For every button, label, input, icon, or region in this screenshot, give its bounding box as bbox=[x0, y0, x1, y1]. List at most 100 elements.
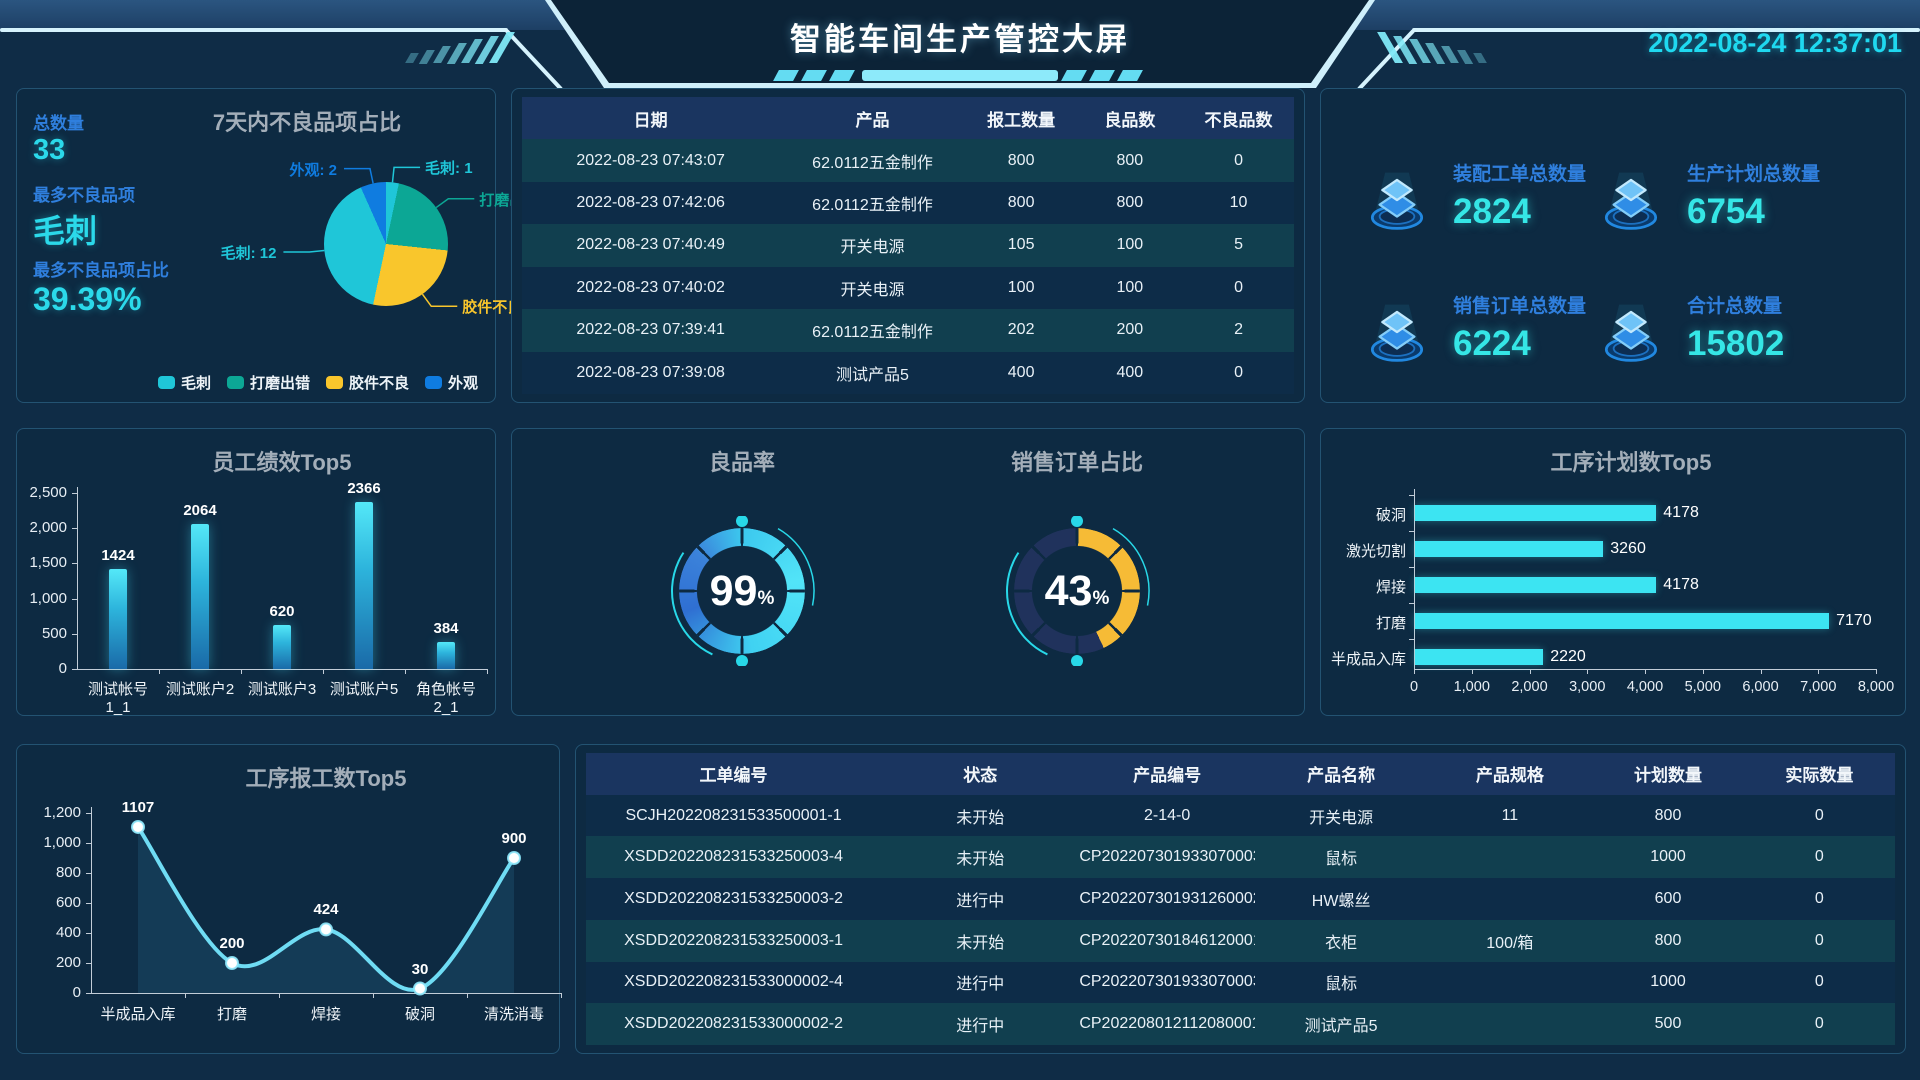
bar-value-label: 7170 bbox=[1836, 612, 1872, 629]
y-tick-mark bbox=[86, 873, 91, 874]
stat-cards: 装配工单总数量 2824 生产计划总数量 6754 销售订单总数量 6224 合计总数… bbox=[1321, 89, 1905, 402]
x-tick-label: 7,000 bbox=[1800, 679, 1837, 695]
x-tick-mark bbox=[185, 993, 186, 998]
pie-slice-label: 毛刺: 1 bbox=[425, 160, 473, 178]
defect-top-item-block: 最多不良品项 毛刺 bbox=[33, 181, 135, 252]
stat-card: 装配工单总数量 2824 bbox=[1365, 159, 1586, 238]
stripe bbox=[1441, 46, 1459, 63]
table-cell: 100/箱 bbox=[1486, 934, 1534, 952]
y-category-label: 激光切割 bbox=[1345, 543, 1406, 560]
process-report-line-chart: 0 200 400 600 800 1,000 1,200 1107 半成品入库 200 打磨 424… bbox=[17, 745, 562, 1053]
x-tick-mark bbox=[159, 669, 160, 674]
y-tick-mark bbox=[1409, 639, 1414, 640]
table-cell: CP202208012112080001 bbox=[1079, 1015, 1255, 1033]
table-cell: 5 bbox=[1234, 236, 1243, 254]
legend-item: 外观 bbox=[425, 372, 478, 393]
defect-pie-legend: 毛刺 打磨出错 胶件不良 外观 bbox=[147, 372, 489, 393]
table-header-cell: 实际数量 bbox=[1785, 766, 1854, 786]
table-cell: 2-14-0 bbox=[1143, 806, 1191, 824]
x-category-label: 破洞 bbox=[404, 1006, 435, 1023]
table-cell: 2022-08-23 07:42:06 bbox=[576, 194, 725, 212]
x-tick-mark bbox=[1587, 669, 1589, 674]
panel-process-report-top5: 工序报工数Top5 0 200 400 600 800 1,000 1,200 1107 半成品… bbox=[16, 744, 562, 1054]
table-cell: 11 bbox=[1501, 806, 1519, 824]
header-edge-line-left bbox=[0, 28, 508, 32]
stripe bbox=[419, 49, 435, 63]
defect-top-item-value: 毛刺 bbox=[33, 213, 98, 249]
point-value-label: 200 bbox=[219, 935, 245, 952]
pie-connector-line bbox=[391, 166, 421, 183]
table-cell: 0 bbox=[1234, 151, 1243, 169]
legend-item: 胶件不良 bbox=[326, 372, 409, 393]
table-cell: XSDD202208231533000002-4 bbox=[624, 973, 843, 991]
y-tick-label: 1,500 bbox=[29, 554, 67, 572]
y-tick-label: 400 bbox=[55, 924, 81, 941]
x-tick-label: 2,000 bbox=[1511, 679, 1548, 695]
defect-top-item-label: 最多不良品项 bbox=[33, 186, 135, 205]
gauge-title-sales: 销售订单占比 bbox=[1010, 450, 1143, 475]
y-tick-mark bbox=[86, 843, 91, 844]
x-tick-mark bbox=[1645, 669, 1646, 674]
y-tick-mark bbox=[72, 633, 77, 635]
table-cell: 800 bbox=[1654, 806, 1682, 824]
bar-value-label: 2366 bbox=[347, 480, 381, 498]
stat-card: 合计总数量 15802 bbox=[1599, 291, 1784, 370]
table-cell: 800 bbox=[1007, 194, 1035, 212]
x-category-label: 焊接 bbox=[310, 1006, 341, 1023]
panel-employee-top5: 员工绩效Top5 0 500 1,000 1,500 2,000 2,500 1424 测试帐… bbox=[16, 428, 496, 716]
line-point bbox=[507, 851, 521, 865]
stat-card-label: 合计总数量 bbox=[1687, 296, 1783, 317]
defect-top-ratio-value: 39.39% bbox=[33, 281, 142, 317]
bar bbox=[1415, 577, 1657, 593]
bar bbox=[109, 568, 127, 669]
employee-bar-chart: 0 500 1,000 1,500 2,000 2,500 1424 测试帐号1_1 2064 测… bbox=[17, 429, 495, 716]
table-cell: 1000 bbox=[1650, 973, 1686, 991]
gauge-text: 43% bbox=[1002, 516, 1152, 666]
y-tick-label: 1,000 bbox=[43, 834, 81, 851]
table-cell: CP202207301931260002 bbox=[1079, 890, 1255, 908]
bar bbox=[355, 502, 373, 669]
table-header-cell: 日期 bbox=[633, 110, 668, 130]
table-row: 2022-08-23 07:40:02 开关电源 100 100 0 bbox=[522, 266, 1294, 310]
table-cell: 500 bbox=[1654, 1015, 1682, 1033]
x-category-label: 清洗消毒 bbox=[483, 1006, 544, 1023]
y-tick-mark bbox=[86, 933, 91, 934]
y-tick-mark bbox=[72, 528, 77, 530]
bar-value-label: 384 bbox=[433, 619, 459, 637]
y-tick-label: 800 bbox=[55, 864, 81, 881]
table-cell: 开关电源 bbox=[840, 239, 905, 257]
table-cell: 62.0112五金制作 bbox=[812, 324, 933, 342]
point-value-label: 900 bbox=[501, 830, 527, 847]
bar bbox=[191, 523, 209, 669]
y-category-label: 焊接 bbox=[1375, 579, 1406, 596]
table-header-cell: 状态 bbox=[963, 766, 998, 786]
bar-value-label: 2220 bbox=[1550, 648, 1586, 665]
gauge-sales: 43% bbox=[1002, 516, 1152, 666]
panel-workorder-table: 工单编号 状态 产品编号 产品名称 产品规格 计划数量 实际数量 SCJH2022082315… bbox=[575, 744, 1906, 1054]
table-cell: 200 bbox=[1116, 321, 1144, 339]
table-cell: 10 bbox=[1229, 194, 1248, 212]
table-cell: 400 bbox=[1116, 363, 1144, 381]
line-point bbox=[225, 956, 239, 970]
table-cell: 800 bbox=[1654, 931, 1682, 949]
stat-card: 销售订单总数量 6224 bbox=[1365, 291, 1586, 370]
legend-color-chip bbox=[157, 376, 175, 389]
x-tick-mark bbox=[1760, 669, 1762, 674]
table-cell: 600 bbox=[1654, 890, 1682, 908]
table-cell: 0 bbox=[1814, 890, 1824, 908]
defect-top-ratio-label: 最多不良品项占比 bbox=[33, 261, 169, 280]
bar bbox=[437, 641, 455, 669]
layers-icon bbox=[1604, 304, 1658, 362]
legend-item: 毛刺 bbox=[157, 372, 211, 393]
stat-card-value: 6224 bbox=[1453, 324, 1531, 363]
legend-label: 外观 bbox=[448, 375, 479, 392]
table-cell: 0 bbox=[1814, 1015, 1824, 1033]
y-tick-mark bbox=[86, 813, 91, 814]
x-tick-mark bbox=[1414, 669, 1415, 674]
legend-color-chip bbox=[226, 376, 244, 389]
table-cell: CP202207301846120001 bbox=[1079, 931, 1255, 949]
y-tick-mark bbox=[1409, 567, 1414, 568]
panel-defect-ratio: 7天内不良品项占比 总数量 33 最多不良品项 毛刺 最多不良品项占比 39.3… bbox=[16, 88, 557, 403]
table-cell: 800 bbox=[1007, 151, 1035, 169]
